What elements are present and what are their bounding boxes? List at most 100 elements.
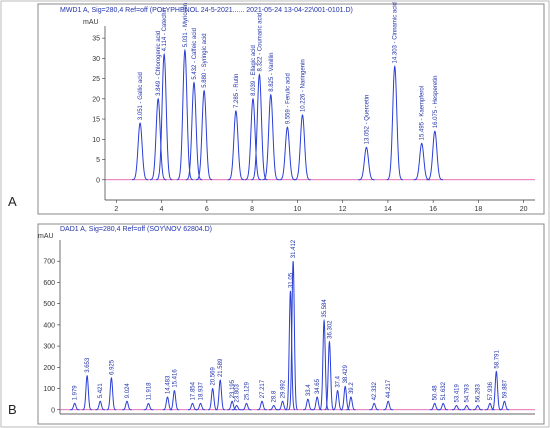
y-tick-label: 200 <box>43 365 55 372</box>
peak <box>215 379 226 411</box>
peak <box>251 73 268 181</box>
peak <box>122 400 132 411</box>
peak-label: 1.979 <box>73 385 79 401</box>
peak-label: 15.416 <box>172 369 178 388</box>
y-tick-label: 300 <box>43 344 55 351</box>
peak-label: 14.303 - Cinnamic acid <box>393 2 399 63</box>
peak <box>185 81 203 181</box>
y-tick-label: 15 <box>92 117 100 124</box>
peak-label: 14.483 <box>165 375 171 394</box>
peak-label: 38.429 <box>343 364 349 383</box>
peak <box>169 390 180 411</box>
peak-label: 3.051 - Gallic acid <box>138 72 144 120</box>
x-tick-label: 8 <box>250 206 254 213</box>
peak-label: 35.584 <box>322 299 328 318</box>
peak <box>294 114 311 181</box>
peak-label: 56.283 <box>476 383 482 402</box>
peak <box>413 142 430 181</box>
peak <box>319 318 329 411</box>
peak <box>262 93 279 181</box>
peak <box>195 402 206 411</box>
peak <box>69 402 80 411</box>
y-tick-label: 0 <box>96 177 100 184</box>
peak <box>491 370 502 411</box>
peak-label: 37.4 <box>336 375 342 387</box>
peak-label: 51.632 <box>441 381 447 400</box>
y-tick-label: 25 <box>92 76 100 83</box>
peak-label: 16.075 - Hesperetin <box>433 76 439 129</box>
peak-label: 8.039 - Ellagic acid <box>251 45 257 96</box>
peak-label: 11.918 <box>146 382 152 401</box>
peak <box>303 398 313 411</box>
y-tick-label: 700 <box>43 259 55 266</box>
peak <box>143 402 154 411</box>
y-tick-label: 600 <box>43 280 55 287</box>
peak-label: 44.217 <box>386 379 392 398</box>
peak-label: 21.589 <box>218 358 224 377</box>
peak-label: 58.791 <box>494 350 500 369</box>
peak-label: 54.793 <box>465 383 471 402</box>
peak <box>244 97 262 181</box>
peak-label: 36.302 <box>327 320 333 339</box>
peak-label: 42.332 <box>372 381 378 400</box>
peak-label: 7.285 - Rutin <box>234 74 240 108</box>
peak-label: 5.031 - Myricetin <box>183 3 189 47</box>
peak-label: 9.024 <box>125 383 131 399</box>
peak <box>279 126 296 181</box>
panel-label: A <box>8 194 17 209</box>
chart-title: MWD1 A, Sig=280,4 Ref=off (POLYPHENOL 24… <box>60 7 353 14</box>
y-tick-label: 10 <box>92 137 100 144</box>
peak-label: 31.412 <box>291 239 297 258</box>
peak-label: 5.421 <box>98 383 104 399</box>
peak-label: 3.849 - Chlorogenic acid <box>156 31 162 96</box>
peak <box>426 130 444 181</box>
peak <box>386 65 403 181</box>
peak <box>131 122 149 181</box>
x-tick-label: 12 <box>339 206 347 213</box>
x-tick-label: 16 <box>429 206 437 213</box>
peak <box>461 405 472 411</box>
peak-label: 25.129 <box>245 381 251 400</box>
peak-label: 17.854 <box>191 381 197 400</box>
peak-label: 15.495 - Kaempferol <box>420 86 426 140</box>
y-tick-label: 0 <box>51 407 55 414</box>
panel-a-frame <box>37 3 545 215</box>
x-tick-label: 6 <box>205 206 209 213</box>
peak-label: 23.195 <box>230 379 236 398</box>
peak <box>332 390 343 411</box>
x-tick-label: 18 <box>475 206 483 213</box>
peak <box>231 405 242 411</box>
peak <box>285 290 296 411</box>
x-tick-label: 20 <box>520 206 528 213</box>
panel-label: B <box>8 402 17 417</box>
y-axis-label: mAU <box>83 19 99 26</box>
y-tick-label: 100 <box>43 386 55 393</box>
peak-label: 20.569 <box>211 367 217 386</box>
x-tick-label: 14 <box>384 206 392 213</box>
peak <box>176 48 194 181</box>
peak <box>346 396 356 411</box>
peak <box>499 400 510 411</box>
peak <box>149 97 167 181</box>
chart-title: DAD1 A, Sig=280,4 Ref=off (SOY\NOV 62804… <box>60 226 212 233</box>
y-tick-label: 20 <box>92 96 100 103</box>
peak <box>207 387 218 411</box>
y-tick-label: 400 <box>43 322 55 329</box>
y-tick-label: 35 <box>92 36 100 43</box>
peak <box>227 110 245 181</box>
x-tick-label: 10 <box>293 206 301 213</box>
peak-label: 5.880 - Syringic acid <box>202 33 208 87</box>
peak <box>358 146 375 181</box>
peak <box>95 400 105 411</box>
peak-label: 10.226 - Naringenin <box>300 59 306 112</box>
peak-label: 50.48 <box>433 385 439 401</box>
peak-label: 9.559 - Ferulic acid <box>285 73 291 124</box>
peak <box>187 402 198 411</box>
peak-label: 39.2 <box>349 382 355 394</box>
peak <box>241 402 252 411</box>
peak-label: 18.937 <box>199 381 205 400</box>
y-axis-label: mAU <box>38 233 54 240</box>
y-tick-label: 5 <box>96 157 100 164</box>
peak <box>472 405 483 411</box>
